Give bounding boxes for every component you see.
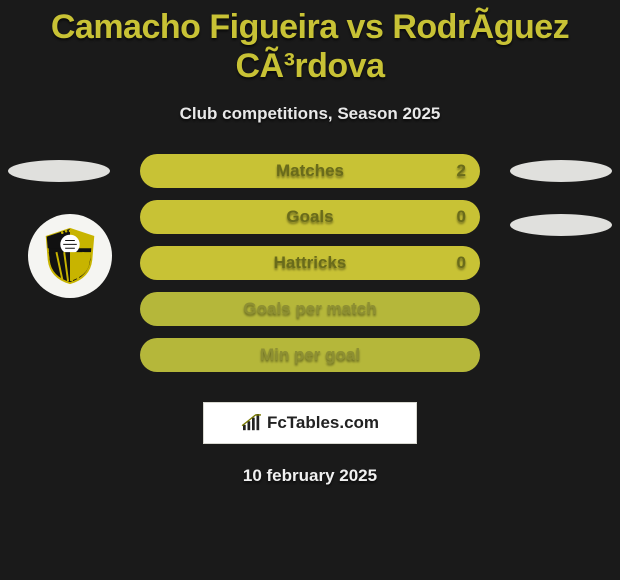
stat-row: Min per goal — [140, 338, 480, 372]
stat-value-right: 0 — [457, 207, 466, 227]
stat-rows: Matches 2 Goals 0 Hattricks 0 Goals per match M… — [140, 154, 480, 372]
stat-row: Matches 2 — [140, 154, 480, 188]
bar-chart-icon — [241, 414, 263, 432]
player-photo-placeholder-right-2 — [510, 214, 612, 236]
club-badge-left — [28, 214, 112, 298]
stat-row: Goals 0 — [140, 200, 480, 234]
stat-label: Goals — [286, 207, 333, 227]
comparison-subtitle: Club competitions, Season 2025 — [0, 104, 620, 124]
comparison-body: Matches 2 Goals 0 Hattricks 0 Goals per match M… — [0, 154, 620, 384]
stat-row: Goals per match — [140, 292, 480, 326]
brand-text: FcTables.com — [267, 413, 379, 433]
comparison-title: Camacho Figueira vs RodrÃ­guez CÃ³rdova — [0, 0, 620, 86]
stat-label: Hattricks — [274, 253, 347, 273]
stat-value-right: 2 — [457, 161, 466, 181]
player-photo-placeholder-right-1 — [510, 160, 612, 182]
stat-label: Matches — [276, 161, 344, 181]
stat-label: Goals per match — [243, 299, 376, 319]
shield-icon — [39, 225, 101, 287]
stat-row: Hattricks 0 — [140, 246, 480, 280]
snapshot-date: 10 february 2025 — [0, 466, 620, 486]
stat-value-right: 0 — [457, 253, 466, 273]
brand-attribution: FcTables.com — [203, 402, 417, 444]
player-photo-placeholder-left — [8, 160, 110, 182]
stat-label: Min per goal — [260, 345, 360, 365]
